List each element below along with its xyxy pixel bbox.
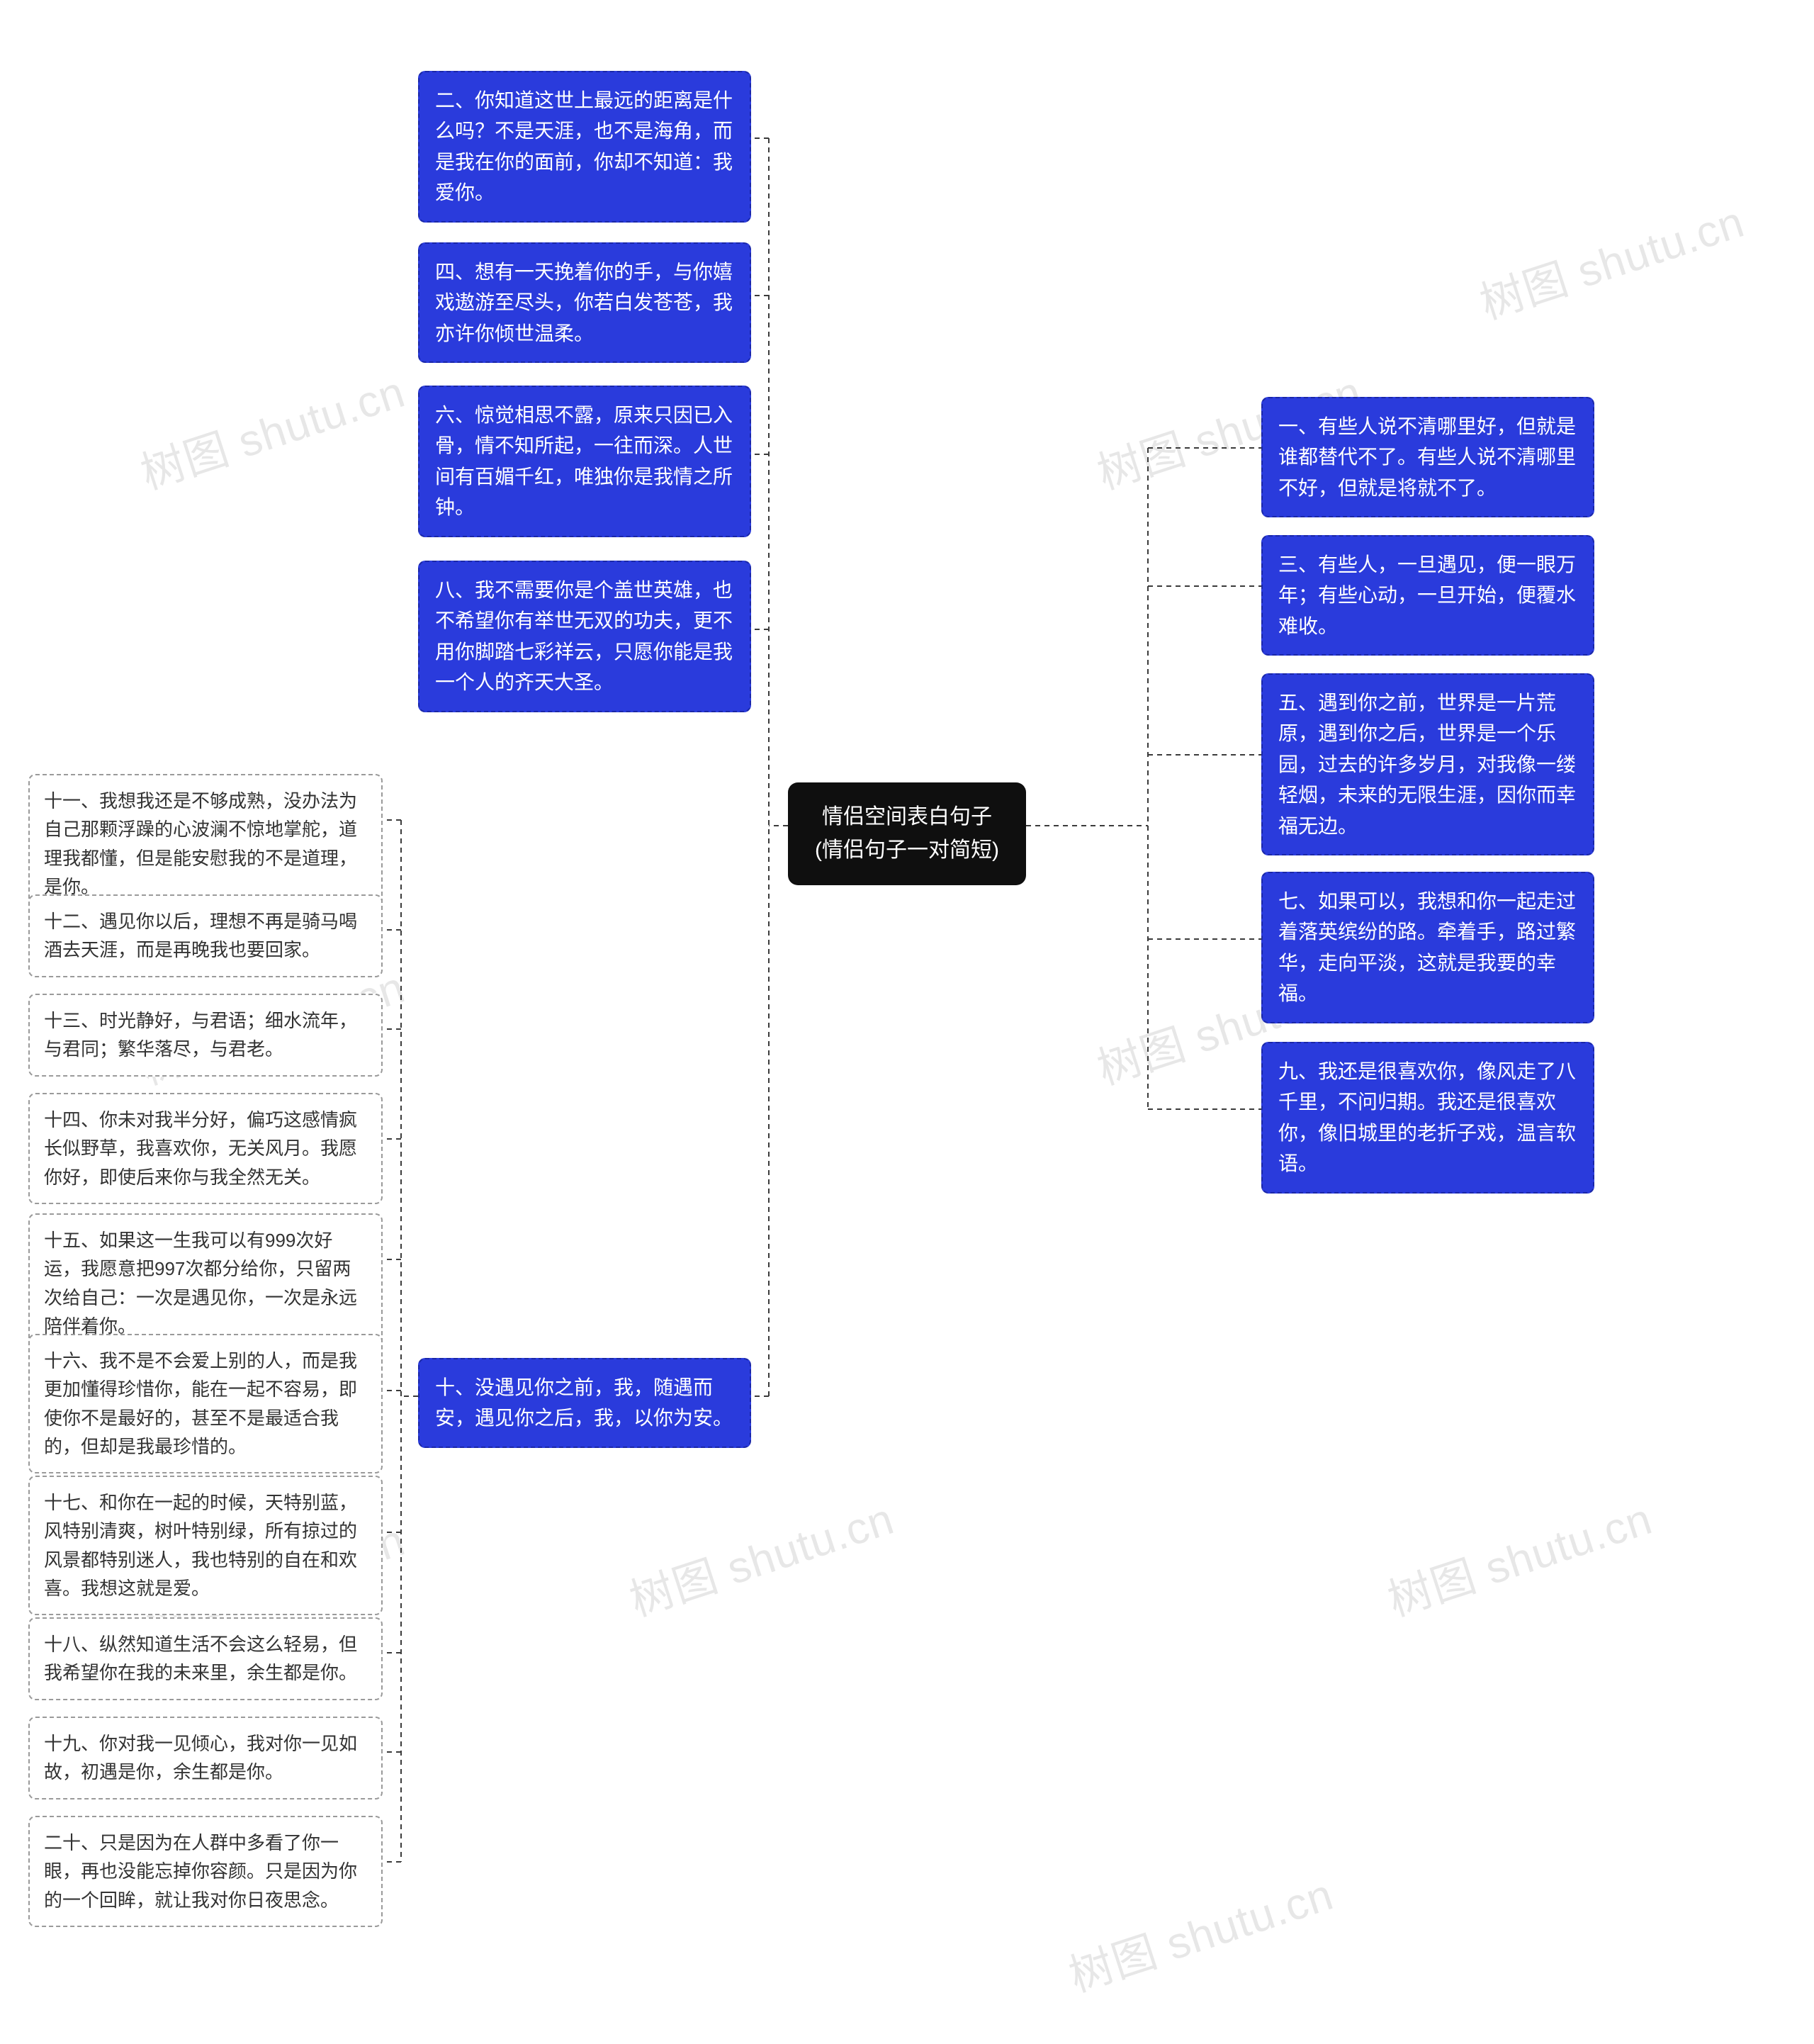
- node-16[interactable]: 十六、我不是不会爱上别的人，而是我更加懂得珍惜你，能在一起不容易，即使你不是最好…: [28, 1334, 383, 1473]
- watermark: 树图 shutu.cn: [132, 356, 412, 501]
- node-12[interactable]: 十二、遇见你以后，理想不再是骑马喝酒去天涯，而是再晚我也要回家。: [28, 894, 383, 977]
- node-13[interactable]: 十三、时光静好，与君语；细水流年，与君同；繁华落尽，与君老。: [28, 994, 383, 1077]
- node-18[interactable]: 十八、纵然知道生活不会这么轻易，但我希望你在我的未来里，余生都是你。: [28, 1617, 383, 1700]
- watermark: 树图 shutu.cn: [1471, 186, 1751, 331]
- node-2[interactable]: 二、你知道这世上最远的距离是什么吗？不是天涯，也不是海角，而是我在你的面前，你却…: [418, 71, 751, 223]
- root-node[interactable]: 情侣空间表白句子(情侣句子一对简短): [788, 782, 1026, 885]
- node-8[interactable]: 八、我不需要你是个盖世英雄，也不希望你有举世无双的功夫，更不用你脚踏七彩祥云，只…: [418, 561, 751, 712]
- node-17[interactable]: 十七、和你在一起的时候，天特别蓝，风特别清爽，树叶特别绿，所有掠过的风景都特别迷…: [28, 1476, 383, 1615]
- node-3[interactable]: 三、有些人，一旦遇见，便一眼万年；有些心动，一旦开始，便覆水难收。: [1261, 535, 1594, 656]
- node-4[interactable]: 四、想有一天挽着你的手，与你嬉戏遨游至尽头，你若白发苍苍，我亦许你倾世温柔。: [418, 242, 751, 363]
- node-7[interactable]: 七、如果可以，我想和你一起走过着落英缤纷的路。牵着手，路过繁华，走向平淡，这就是…: [1261, 872, 1594, 1023]
- node-9[interactable]: 九、我还是很喜欢你，像风走了八千里，不问归期。我还是很喜欢你，像旧城里的老折子戏…: [1261, 1042, 1594, 1194]
- watermark: 树图 shutu.cn: [621, 1483, 901, 1628]
- node-6[interactable]: 六、惊觉相思不露，原来只因已入骨，情不知所起，一往而深。人世间有百媚千红，唯独你…: [418, 386, 751, 537]
- watermark: 树图 shutu.cn: [1060, 1858, 1340, 2004]
- mindmap-canvas: 树图 shutu.cn 树图 shutu.cn 树图 shutu.cn 树图 s…: [0, 0, 1814, 2044]
- node-5[interactable]: 五、遇到你之前，世界是一片荒原，遇到你之后，世界是一个乐园，过去的许多岁月，对我…: [1261, 673, 1594, 855]
- node-20[interactable]: 二十、只是因为在人群中多看了你一眼，再也没能忘掉你容颜。只是因为你的一个回眸，就…: [28, 1816, 383, 1927]
- node-14[interactable]: 十四、你未对我半分好，偏巧这感情疯长似野草，我喜欢你，无关风月。我愿你好，即使后…: [28, 1093, 383, 1204]
- watermark: 树图 shutu.cn: [1379, 1483, 1659, 1628]
- node-11[interactable]: 十一、我想我还是不够成熟，没办法为自己那颗浮躁的心波澜不惊地掌舵，道理我都懂，但…: [28, 774, 383, 914]
- node-19[interactable]: 十九、你对我一见倾心，我对你一见如故，初遇是你，余生都是你。: [28, 1717, 383, 1799]
- node-10[interactable]: 十、没遇见你之前，我，随遇而安，遇见你之后，我，以你为安。: [418, 1358, 751, 1448]
- node-1[interactable]: 一、有些人说不清哪里好，但就是谁都替代不了。有些人说不清哪里不好，但就是将就不了…: [1261, 397, 1594, 517]
- node-15[interactable]: 十五、如果这一生我可以有999次好运，我愿意把997次都分给你，只留两次给自己：…: [28, 1213, 383, 1353]
